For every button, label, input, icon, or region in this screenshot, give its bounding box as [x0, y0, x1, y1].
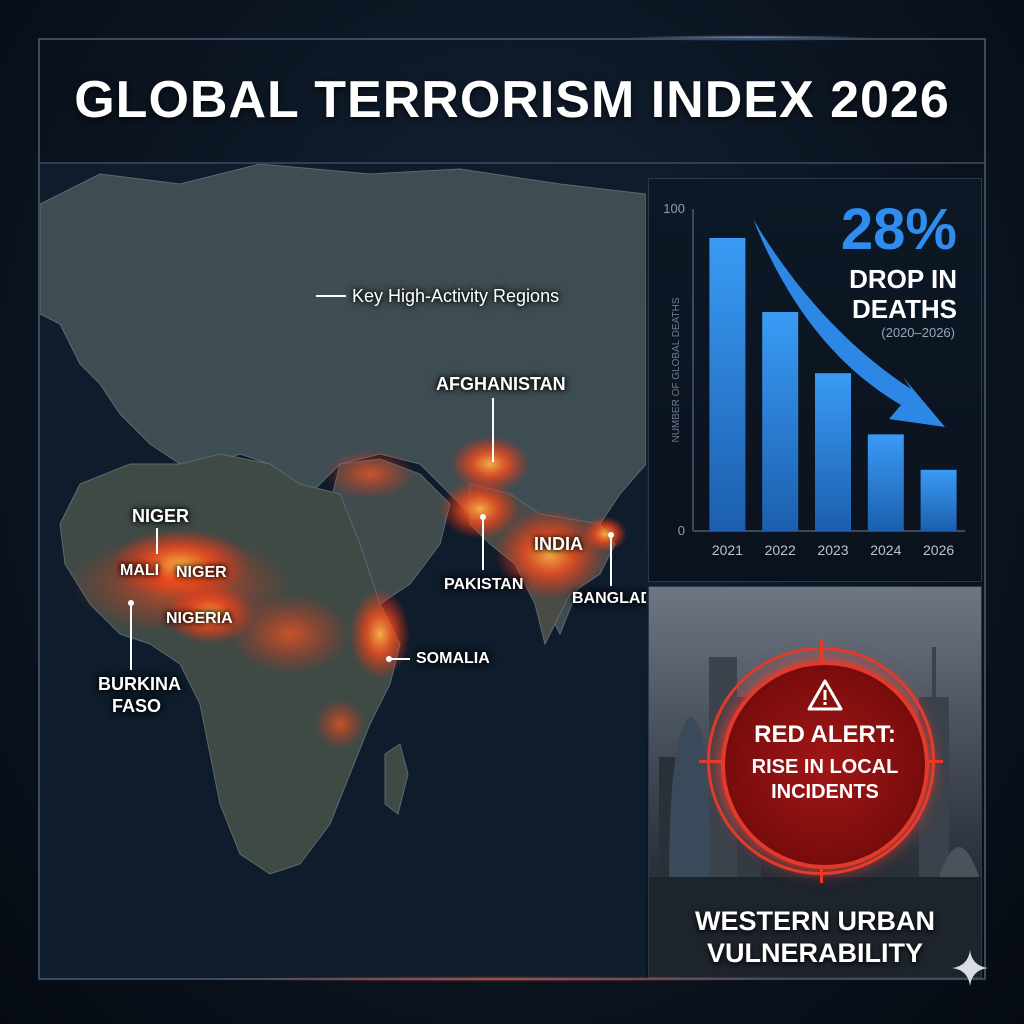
- skyline-gherkin: [669, 717, 713, 887]
- hotspot-india: [495, 509, 605, 599]
- hotspot-mozambique: [315, 699, 365, 749]
- hotspot-mali-niger: [110, 529, 250, 599]
- alert-heading: RED ALERT:: [754, 721, 896, 748]
- bar-chart: 100 0 NUMBER OF GLOBAL DEATHS 2021 2022 2023 2…: [663, 201, 965, 558]
- hotspot-middle-east: [325, 449, 415, 499]
- drop-caption: DROP IN DEATHS: [807, 264, 957, 325]
- pin-pakistan: [482, 520, 484, 570]
- drop-caption-line2: DEATHS: [852, 293, 957, 324]
- label-niger: NIGER: [176, 564, 227, 581]
- hotspot-somalia: [350, 589, 410, 679]
- bar-2024: [867, 434, 904, 531]
- bar-2023: [815, 373, 851, 531]
- skyline-base: [649, 877, 981, 977]
- x-tick-label: 2026: [923, 542, 954, 558]
- label-pakistan: PAKISTAN: [444, 576, 524, 593]
- label-burkina-2: FASO: [112, 696, 162, 716]
- y-axis-label: NUMBER OF GLOBAL DEATHS: [671, 297, 682, 442]
- trend-arrow: [753, 219, 945, 427]
- bar-2022: [762, 312, 799, 531]
- x-tick-label: 2021: [712, 542, 743, 558]
- pin-dot-somalia: [386, 656, 392, 662]
- drop-period: (2020–2026): [881, 325, 955, 340]
- alert-panel: RED ALERT: RISE IN LOCAL INCIDENTS WESTE…: [648, 586, 982, 978]
- alert-subtext-line2: INCIDENTS: [771, 781, 879, 803]
- title-divider: [40, 162, 984, 164]
- hotspot-central-africa: [230, 594, 350, 674]
- pin-niger-top: [156, 528, 158, 554]
- label-mali: MALI: [120, 562, 160, 579]
- pin-dot-bangladesh: [608, 532, 614, 538]
- chart-panel: 100 0 NUMBER OF GLOBAL DEATHS 2021 2022 2023 2…: [648, 178, 982, 582]
- madagascar: [384, 743, 409, 815]
- hotspot-bangladesh: [583, 516, 627, 552]
- label-bangladesh: BANGLADESH: [572, 590, 646, 607]
- map-panel: Key High-Activity Regions NIGER MALI NIG…: [40, 164, 646, 978]
- alert-crosshair-top: [820, 639, 823, 669]
- x-tick-label: 2022: [765, 542, 796, 558]
- legend-label: Key High-Activity Regions: [352, 286, 560, 306]
- map-svg: [40, 164, 646, 978]
- y-tick-label: 100: [663, 201, 685, 216]
- y-tick-label: 0: [678, 523, 685, 538]
- bar-2021: [709, 237, 746, 532]
- alert-title-line2: VULNERABILITY: [707, 938, 923, 969]
- label-nigeria: NIGERIA: [166, 610, 233, 627]
- label-somalia: SOMALIA: [416, 650, 490, 667]
- alert-subtext-line1: RISE IN LOCAL: [751, 756, 899, 778]
- page-title: GLOBAL TERRORISM INDEX 2026: [74, 71, 950, 129]
- label-niger-top: NIGER: [132, 506, 190, 526]
- sparkle-icon: [952, 950, 988, 986]
- pin-bangladesh: [610, 538, 612, 586]
- x-tick-label: 2024: [870, 542, 901, 558]
- warning-icon: [807, 679, 843, 711]
- alert-panel-title: WESTERN URBAN VULNERABILITY: [649, 905, 981, 970]
- skyline-empire-spire: [932, 647, 936, 699]
- label-burkina-1: BURKINA: [98, 674, 181, 694]
- skyline-dome: [939, 847, 979, 877]
- bar-2026: [920, 469, 957, 531]
- hotspot-pakistan: [440, 479, 520, 539]
- alert-subtext: RISE IN LOCAL INCIDENTS: [725, 755, 925, 805]
- pin-afghanistan: [492, 398, 494, 462]
- pin-somalia: [392, 658, 410, 660]
- alert-crosshair-left: [699, 760, 729, 763]
- hotspot-afghanistan: [450, 436, 530, 492]
- alert-badge: RED ALERT: RISE IN LOCAL INCIDENTS: [721, 661, 929, 869]
- drop-percentage: 28%: [840, 197, 957, 262]
- pin-burkina: [130, 606, 132, 670]
- legend-line: [316, 295, 346, 297]
- label-india: INDIA: [534, 534, 583, 554]
- bottom-glow: [200, 976, 800, 982]
- label-afghanistan: AFGHANISTAN: [436, 374, 566, 394]
- drop-caption-line1: DROP IN: [849, 264, 957, 294]
- pin-dot-burkina: [128, 600, 134, 606]
- pin-dot-pakistan: [480, 514, 486, 520]
- x-tick-label: 2023: [817, 542, 848, 558]
- alert-title-line1: WESTERN URBAN: [695, 906, 935, 936]
